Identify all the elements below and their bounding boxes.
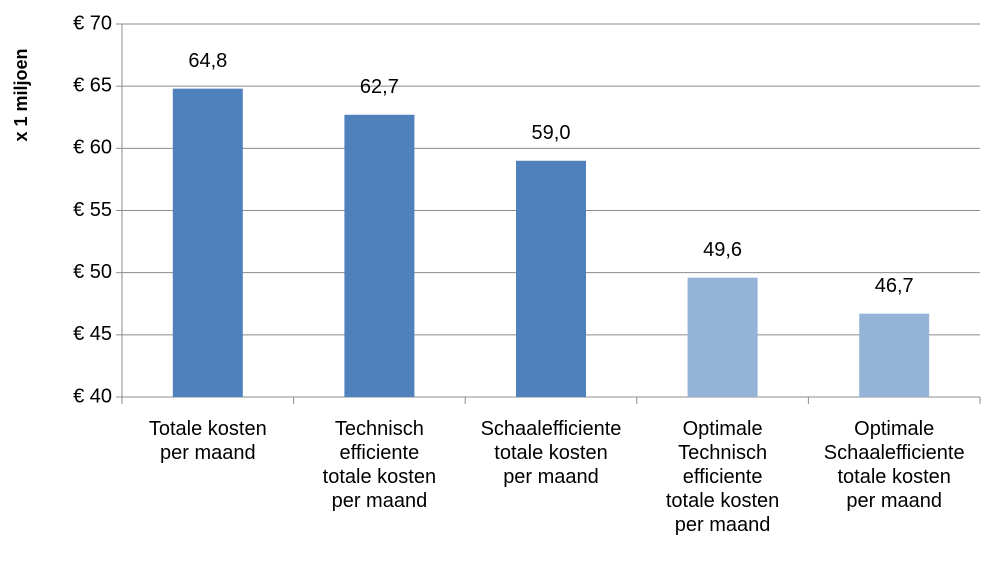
y-tick-label: € 70 bbox=[73, 12, 112, 34]
x-tick-label: Schaalefficiente totale kosten per maand bbox=[480, 418, 622, 488]
x-tick-label: Optimale Technisch efficiente totale kos… bbox=[665, 418, 780, 536]
data-label: 49,6 bbox=[703, 239, 742, 261]
y-tick-label: € 60 bbox=[73, 137, 112, 159]
y-tick-label: € 50 bbox=[73, 261, 112, 283]
y-tick-label: € 65 bbox=[73, 74, 112, 96]
bar bbox=[172, 88, 243, 398]
data-label: 59,0 bbox=[532, 122, 571, 144]
bar bbox=[344, 114, 415, 397]
y-tick-label: € 55 bbox=[73, 199, 112, 221]
bar bbox=[516, 160, 586, 397]
y-axis-title: x 1 miljoen bbox=[11, 48, 31, 141]
data-label: 64,8 bbox=[188, 50, 227, 72]
data-label: 62,7 bbox=[360, 76, 399, 98]
x-tick-label: Optimale Schaalefficiente totale kosten … bbox=[823, 418, 965, 512]
x-tick-label: Technisch efficiente totale kosten per m… bbox=[322, 418, 437, 512]
x-tick-label: Totale kosten per maand bbox=[148, 418, 267, 464]
data-label: 46,7 bbox=[875, 275, 914, 297]
bar bbox=[859, 313, 930, 397]
bar bbox=[687, 277, 758, 397]
y-tick-label: € 40 bbox=[73, 385, 112, 407]
y-tick-label: € 45 bbox=[73, 323, 112, 345]
